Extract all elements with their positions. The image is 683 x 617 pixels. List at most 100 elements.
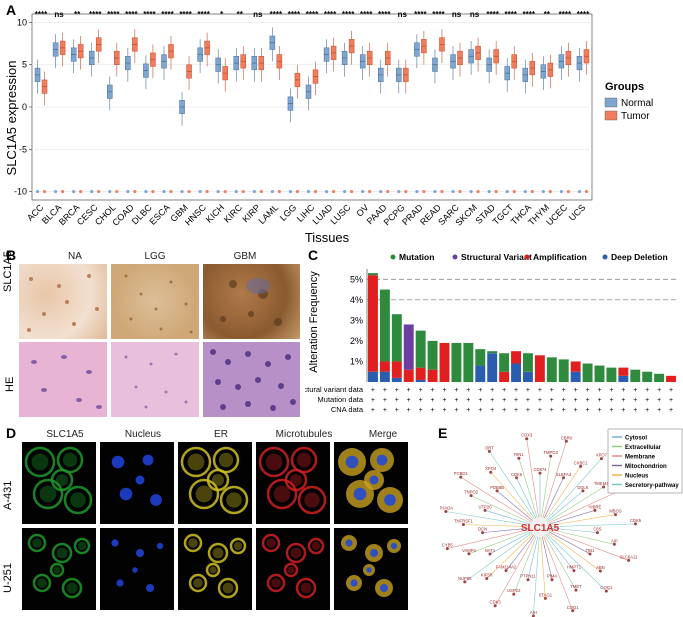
network-node-label: CDK5 bbox=[630, 518, 642, 523]
cell-shape bbox=[295, 577, 317, 599]
network-edge bbox=[539, 526, 577, 591]
network-node bbox=[602, 485, 606, 489]
alteration-bar-segment bbox=[415, 379, 426, 382]
track-label: CNA data bbox=[331, 405, 364, 414]
legend-label-tumor: Tumor bbox=[621, 111, 650, 122]
cell-shape bbox=[188, 478, 220, 510]
significance-label: **** bbox=[523, 10, 536, 19]
cell-fill bbox=[266, 538, 276, 548]
col-title-lgg: LGG bbox=[144, 251, 166, 262]
network-node-label: PTPN11 bbox=[520, 574, 536, 579]
alteration-bar-chart: Alteration Frequency Mutation Structural … bbox=[305, 252, 677, 414]
cell-fill bbox=[188, 538, 198, 548]
network-node-label: TMEM158 bbox=[594, 481, 614, 486]
significance-label: **** bbox=[360, 10, 373, 19]
outlier-point bbox=[548, 189, 552, 194]
ihc-lgg-slc1a5 bbox=[111, 264, 199, 339]
cell-fill bbox=[195, 485, 213, 503]
network-node-label: CD874 bbox=[533, 467, 547, 472]
cell-fill bbox=[222, 582, 234, 594]
network-edge bbox=[539, 458, 602, 528]
track-mark: + bbox=[609, 407, 613, 414]
network-edge bbox=[539, 526, 629, 561]
network-node bbox=[593, 508, 597, 512]
outlier-point bbox=[386, 189, 390, 194]
col-title-microtubules: Microtubules bbox=[275, 429, 333, 440]
cell-nucleus bbox=[111, 455, 125, 469]
track-label: Mutation data bbox=[318, 395, 364, 404]
network-node bbox=[604, 589, 608, 593]
outlier-point bbox=[205, 189, 209, 194]
network-edge bbox=[539, 514, 616, 528]
track-mark: + bbox=[550, 387, 554, 394]
significance-label: **** bbox=[378, 10, 391, 19]
alteration-bar-segment bbox=[618, 375, 629, 382]
network-node-label: COQ1 bbox=[600, 585, 613, 590]
cell-fill bbox=[56, 547, 68, 559]
outlier-point bbox=[397, 189, 401, 194]
x-tick-label: LAML bbox=[257, 202, 281, 226]
col-title-na: NA bbox=[68, 251, 82, 262]
cell-fill bbox=[311, 541, 321, 551]
significance-label: ns bbox=[54, 10, 64, 19]
cell-nucleus bbox=[150, 494, 162, 506]
network-edge bbox=[490, 471, 541, 528]
track-mark: + bbox=[562, 387, 566, 394]
network-edge bbox=[460, 476, 541, 528]
cell-shape bbox=[32, 573, 52, 593]
outlier-point bbox=[523, 189, 527, 194]
network-node bbox=[469, 494, 473, 498]
alteration-bar-segment bbox=[487, 351, 498, 354]
network-node-label: CBR0 bbox=[561, 435, 573, 440]
outlier-point bbox=[144, 189, 148, 194]
if-u251-microtubules bbox=[256, 528, 330, 610]
track-mark: + bbox=[395, 387, 399, 394]
track-mark: + bbox=[669, 407, 673, 414]
cell-shape bbox=[73, 537, 91, 555]
network-edge bbox=[539, 486, 604, 528]
cell-fill bbox=[233, 541, 243, 551]
x-tick-label: KIRC bbox=[222, 202, 245, 225]
network-node-label: DCN bbox=[478, 527, 487, 532]
track-mark: + bbox=[645, 387, 649, 394]
track-mark: + bbox=[586, 407, 590, 414]
if-a431-nucleus bbox=[100, 442, 174, 524]
x-tick-label: UCS bbox=[567, 202, 588, 223]
network-node bbox=[493, 604, 497, 608]
network-edge bbox=[518, 458, 541, 528]
track-mark: + bbox=[538, 387, 542, 394]
cell-fill bbox=[62, 452, 78, 468]
outlier-point bbox=[35, 189, 40, 194]
cell-shape bbox=[24, 446, 56, 478]
network-node bbox=[538, 471, 542, 475]
network-node bbox=[561, 476, 565, 480]
outlier-point bbox=[559, 189, 564, 194]
cell-shape bbox=[212, 446, 240, 474]
outlier-point bbox=[451, 189, 455, 194]
if-a431-er bbox=[178, 442, 252, 524]
col-title-slc1a5: SLC1A5 bbox=[46, 429, 84, 440]
alteration-bar-segment bbox=[403, 324, 414, 370]
he-gbm bbox=[203, 342, 300, 417]
network-node bbox=[467, 552, 471, 556]
network-legend-label: Membrane bbox=[625, 455, 656, 461]
alteration-bar-segment bbox=[475, 349, 486, 366]
cell-shape bbox=[61, 577, 83, 599]
outlier-point bbox=[512, 189, 516, 194]
if-a431-merge bbox=[334, 442, 408, 524]
network-edge bbox=[539, 466, 581, 528]
network-edge bbox=[463, 524, 541, 528]
track-mark: + bbox=[562, 397, 566, 404]
alteration-bar-segment bbox=[642, 371, 653, 382]
track-mark: + bbox=[574, 387, 578, 394]
cell-shape bbox=[49, 562, 65, 578]
legend-label-structural-variant: Structural Variant bbox=[461, 252, 532, 262]
outlier-point bbox=[72, 189, 76, 194]
cell-nucleus bbox=[135, 475, 145, 485]
track-mark: + bbox=[633, 407, 637, 414]
legend-dot-mutation bbox=[390, 254, 396, 260]
cell-nucleus bbox=[384, 494, 396, 506]
network-legend-box bbox=[607, 428, 683, 494]
network-node bbox=[612, 542, 616, 546]
significance-label: **** bbox=[179, 10, 192, 19]
